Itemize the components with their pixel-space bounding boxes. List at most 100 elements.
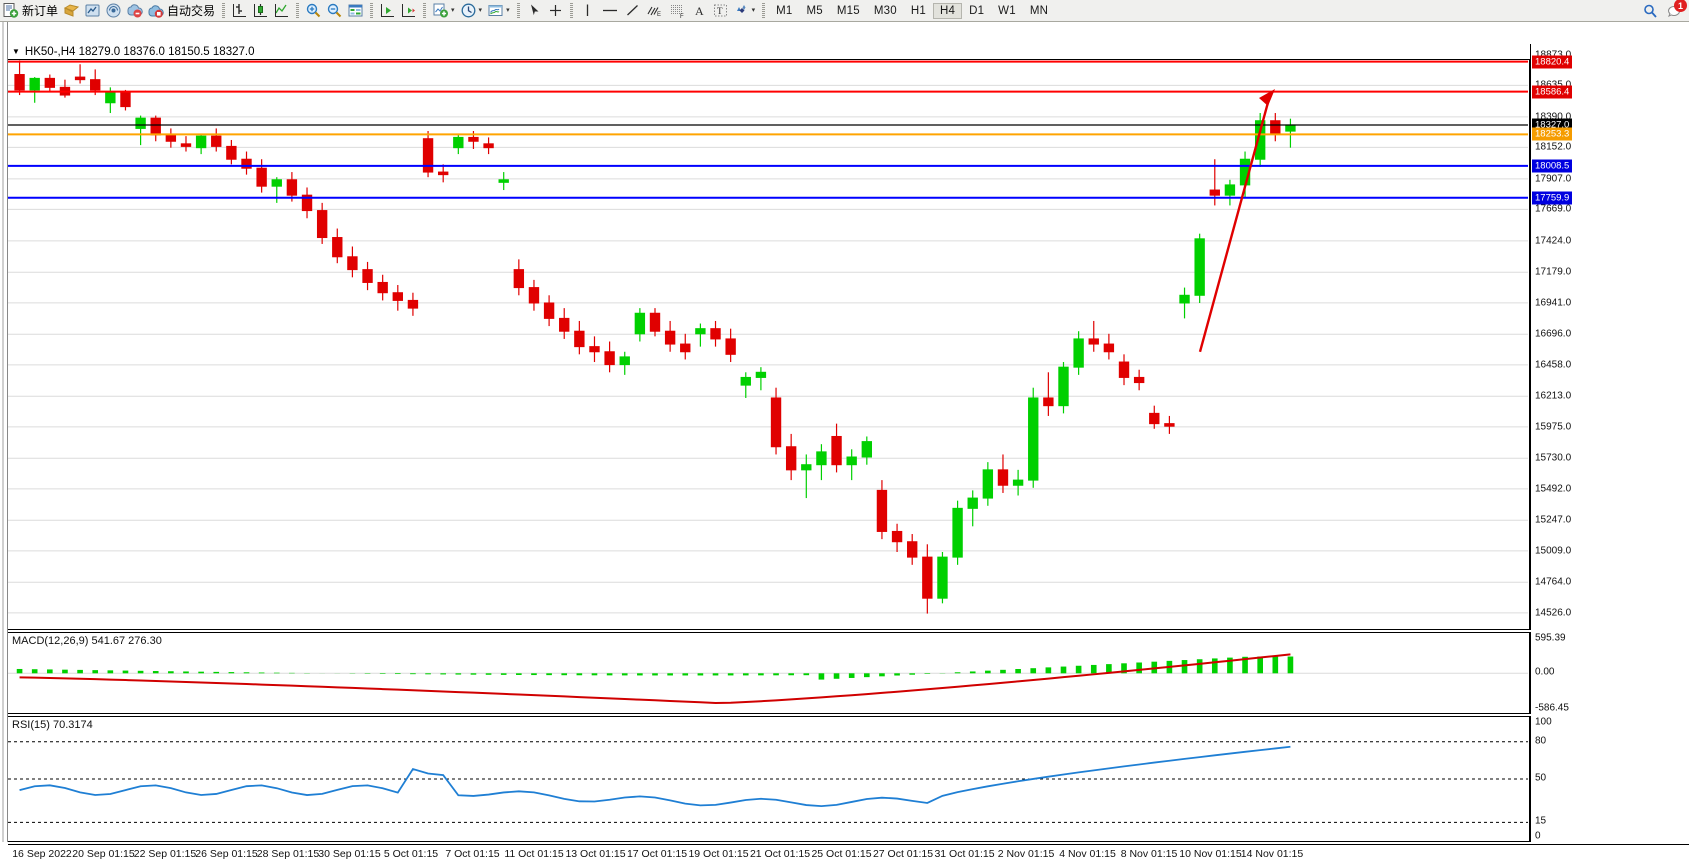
price-tick: 18873.0	[1535, 49, 1571, 60]
horizontal-line-icon[interactable]	[598, 1, 622, 21]
timeframe-group: M1 M5 M15 M30 H1 H4 D1 W1 MN	[769, 0, 1055, 22]
data-window-icon[interactable]	[61, 1, 82, 21]
time-tick: 19 Oct 01:15	[688, 848, 749, 860]
templates-icon[interactable]	[485, 1, 506, 21]
candlestick-icon[interactable]	[250, 1, 271, 21]
price-tick: 18390.0	[1535, 111, 1572, 123]
timeframe-m5[interactable]: M5	[806, 4, 823, 17]
svg-text:F: F	[680, 14, 684, 19]
price-pane[interactable]	[8, 44, 1530, 630]
time-tick: 8 Nov 01:15	[1120, 848, 1178, 860]
shift-icon[interactable]	[377, 1, 398, 21]
toolbar-separator	[368, 2, 375, 20]
time-tick: 7 Oct 01:15	[445, 848, 500, 860]
price-axis[interactable]: 18873.018635.018390.018152.017907.017669…	[1530, 44, 1689, 630]
chart-left-scroll-rail[interactable]	[0, 22, 8, 842]
auto-trading-icon[interactable]	[145, 1, 166, 21]
timeframe-h1[interactable]: H1	[910, 4, 926, 17]
timeframe-m15[interactable]: M15	[836, 4, 860, 17]
macd-tick: 0.00	[1535, 666, 1555, 678]
toolbar-separator	[515, 2, 522, 20]
indicators-icon[interactable]	[430, 1, 451, 21]
vertical-line-icon[interactable]	[577, 1, 598, 21]
time-tick: 26 Sep 01:15	[195, 848, 258, 860]
toolbar-separator	[760, 2, 767, 20]
svg-text:A: A	[695, 4, 704, 18]
price-tick: 16213.0	[1535, 390, 1572, 402]
signals-icon[interactable]	[103, 1, 124, 21]
chevron-down-icon[interactable]: ▾	[478, 6, 483, 14]
search-icon[interactable]	[1640, 1, 1661, 21]
rsi-tick: 100	[1535, 716, 1552, 728]
time-tick: 2 Nov 01:15	[997, 848, 1055, 860]
navigator-icon[interactable]	[82, 1, 103, 21]
price-tick: 17179.0	[1535, 266, 1572, 278]
time-tick: 27 Oct 01:15	[872, 848, 934, 860]
toolbar-group-shift	[377, 0, 419, 22]
support-tag-1: 18008.5	[1532, 159, 1573, 173]
price-tick: 17424.0	[1535, 235, 1572, 247]
alerts-count: 1	[1674, 0, 1687, 12]
timeframe-m30[interactable]: M30	[873, 4, 897, 17]
alerts-icon[interactable]: 1	[1664, 0, 1687, 21]
time-axis[interactable]: 16 Sep 2022 20 Sep 01:15 22 Sep 01:15 26 Se…	[8, 844, 1689, 864]
autoscroll-icon[interactable]	[398, 1, 419, 21]
rsi-pane[interactable]: RSI(15) 70.3174	[8, 716, 1530, 842]
chevron-down-icon[interactable]: ▾	[506, 6, 510, 14]
macd-axis: 595.39 0.00 -586.45	[1530, 632, 1689, 714]
timeframe-mn[interactable]: MN	[1029, 4, 1049, 17]
shapes-icon[interactable]	[731, 1, 752, 21]
price-tick: 14526.0	[1535, 607, 1572, 619]
zoom-out-icon[interactable]	[324, 1, 345, 21]
trendline-icon[interactable]	[622, 1, 643, 21]
macd-tick: -586.45	[1535, 702, 1569, 714]
market-icon[interactable]	[124, 1, 145, 21]
price-tick: 17669.0	[1535, 203, 1572, 215]
macd-pane[interactable]: MACD(12,26,9) 541.67 276.30	[8, 632, 1530, 714]
toolbar-separator	[568, 2, 575, 20]
timeframe-h4[interactable]: H4	[932, 2, 963, 19]
period-icon[interactable]	[458, 1, 479, 21]
time-tick: 11 Oct 01:15	[504, 848, 564, 860]
support-tag-2: 17759.9	[1532, 191, 1573, 205]
time-tick: 22 Sep 01:15	[133, 848, 197, 860]
chevron-down-icon[interactable]: ▾	[751, 6, 756, 14]
data-grid-icon[interactable]	[345, 1, 366, 21]
chart-title: HK50-,H4 18279.0 18376.0 18150.5 18327.0	[24, 45, 255, 58]
svg-text:T: T	[717, 6, 723, 16]
rsi-axis: 100 80 50 15 0	[1530, 716, 1689, 842]
toolbar-group-trade: 新订单	[0, 0, 145, 22]
label-icon[interactable]: T	[710, 1, 731, 21]
text-icon[interactable]: A	[689, 1, 710, 21]
line-chart-icon[interactable]	[271, 1, 292, 21]
time-tick: 25 Oct 01:15	[811, 848, 872, 860]
timeframe-d1[interactable]: D1	[969, 4, 985, 17]
chevron-down-icon[interactable]: ▾	[451, 6, 455, 14]
time-tick: 20 Sep 01:15	[72, 848, 135, 860]
cursor-icon[interactable]	[524, 1, 545, 21]
svg-text:E: E	[657, 12, 661, 18]
time-tick: 30 Sep 01:15	[318, 848, 381, 860]
toolbar-group-auto: 自动交易	[145, 0, 218, 22]
price-tick: 16696.0	[1535, 328, 1572, 340]
toolbar-right-group: 1	[1640, 0, 1687, 22]
price-tick: 15492.0	[1535, 483, 1572, 495]
chart-title-bar[interactable]: ▼ HK50-,H4 18279.0 18376.0 18150.5 18327…	[8, 44, 1530, 60]
chart-canvas[interactable]: ▼ HK50-,H4 18279.0 18376.0 18150.5 18327…	[0, 22, 1689, 864]
auto-trading-button[interactable]: 自动交易	[167, 4, 216, 18]
timeframe-m1[interactable]: M1	[776, 4, 793, 17]
fibonacci-icon[interactable]: F	[666, 1, 689, 21]
bar-chart-icon[interactable]	[229, 1, 250, 21]
chart-menu-caret-icon[interactable]: ▼	[12, 47, 20, 56]
timeframe-w1[interactable]: W1	[998, 4, 1016, 17]
macd-plot	[8, 653, 1528, 704]
price-plot	[8, 54, 1528, 614]
time-tick: 14 Nov 01:15	[1240, 848, 1304, 860]
time-tick: 13 Oct 01:15	[565, 848, 626, 860]
zoom-in-icon[interactable]	[303, 1, 324, 21]
new-order-button[interactable]: 新订单	[22, 4, 59, 18]
new-order-icon[interactable]	[0, 1, 21, 21]
crosshair-icon[interactable]	[545, 1, 566, 21]
price-tick: 15247.0	[1535, 514, 1572, 526]
equidistant-channel-icon[interactable]: E	[643, 1, 666, 21]
